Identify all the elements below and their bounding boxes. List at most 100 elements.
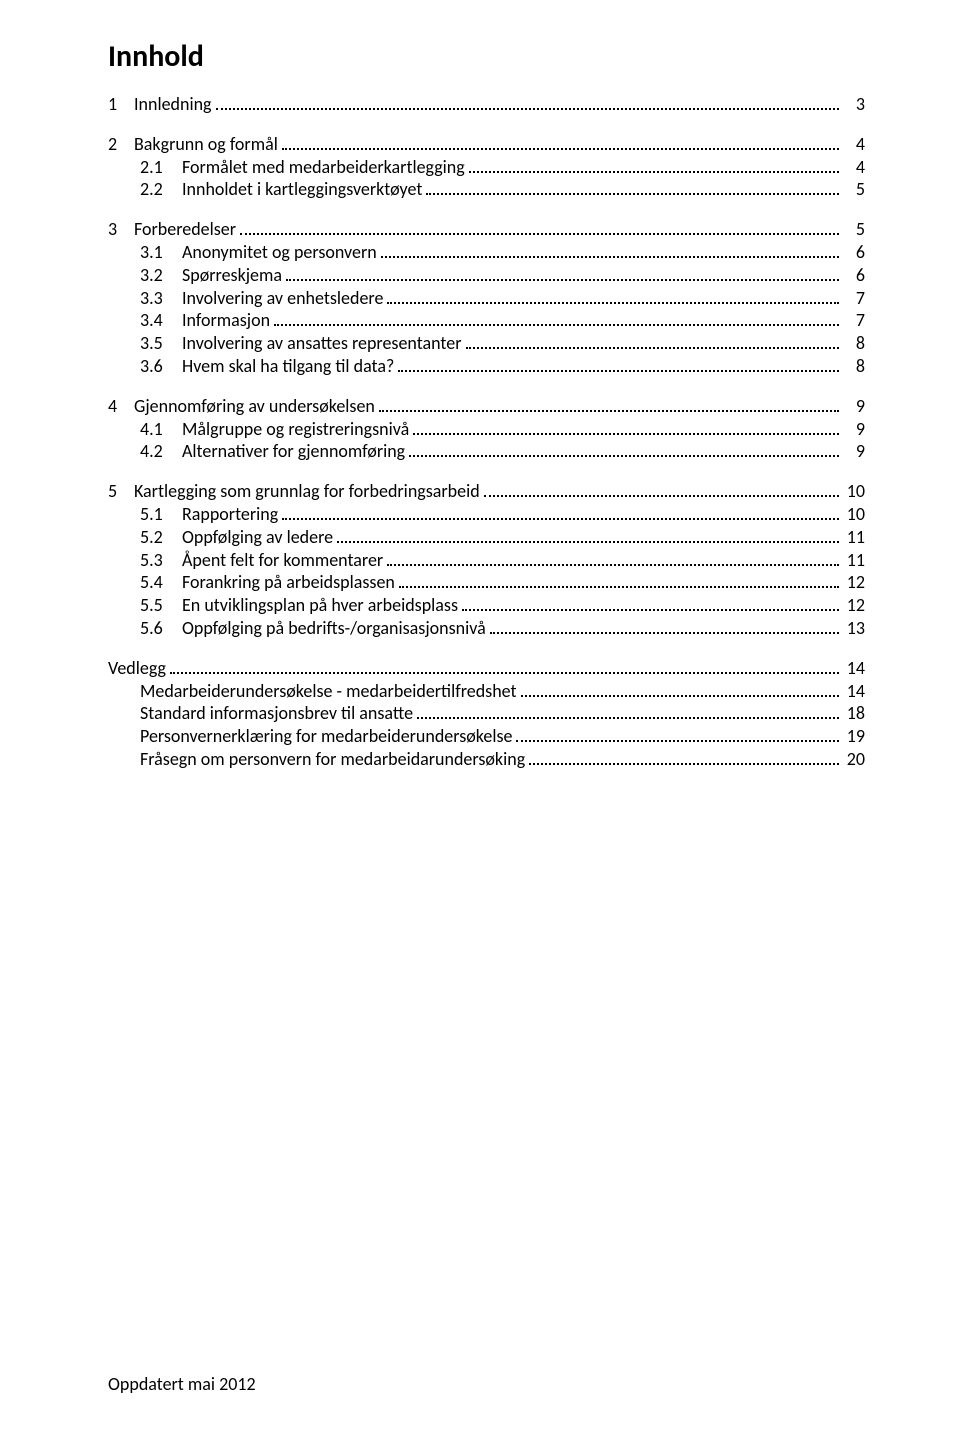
toc-entry: Standard informasjonsbrev til ansatte 18 — [140, 704, 865, 724]
toc-entry-label: Spørreskjema — [182, 266, 282, 286]
toc-entry: Personvernerklæring for medarbeiderunder… — [140, 727, 865, 747]
toc-entry-number: 5.1 — [140, 505, 182, 525]
toc-entry-label: Formålet med medarbeiderkartlegging — [182, 158, 465, 178]
toc-entry-number: 4.2 — [140, 442, 182, 462]
toc-entry-page: 10 — [843, 482, 865, 502]
toc-entry-number: 5.3 — [140, 551, 182, 571]
toc-entry-number: 4 — [108, 397, 134, 417]
toc-dots — [387, 564, 839, 566]
toc-entry-page: 6 — [843, 266, 865, 286]
toc-entry-label: Hvem skal ha tilgang til data? — [182, 357, 394, 377]
toc-container: 1Innledning 3 2Bakgrunn og formål 4 2.1Formå… — [108, 95, 865, 770]
toc-entry-label: Personvernerklæring for medarbeiderunder… — [140, 727, 512, 747]
toc-entry-page: 4 — [843, 135, 865, 155]
toc-entry: Vedlegg14 — [108, 659, 865, 679]
toc-entry-page: 6 — [843, 243, 865, 263]
toc-dots — [516, 740, 839, 742]
toc-entry-number: 5 — [108, 482, 134, 502]
toc-entry-label: Medarbeiderundersøkelse - medarbeidertil… — [140, 682, 517, 702]
toc-dots — [426, 193, 839, 195]
toc-entry-page: 13 — [843, 619, 865, 639]
toc-dots — [240, 233, 839, 235]
toc-entry: 5.1Rapportering10 — [140, 505, 865, 525]
toc-dots — [409, 455, 839, 457]
toc-dots — [170, 672, 839, 674]
toc-entry: 5.3Åpent felt for kommentarer 11 — [140, 551, 865, 571]
toc-entry-page: 14 — [843, 659, 865, 679]
toc-entry-page: 5 — [843, 220, 865, 240]
toc-entry-number: 1 — [108, 95, 134, 115]
toc-entry-label: Forankring på arbeidsplassen — [182, 573, 395, 593]
toc-entry-number: 3 — [108, 220, 134, 240]
toc-dots — [379, 410, 839, 412]
toc-entry-number: 5.2 — [140, 528, 182, 548]
toc-entry-label: Fråsegn om personvern for medarbeidarund… — [140, 750, 525, 770]
toc-dots — [381, 256, 839, 258]
toc-entry-page: 9 — [843, 442, 865, 462]
toc-dots — [529, 763, 839, 765]
toc-entry-label: Rapportering — [182, 505, 278, 525]
toc-entry-page: 18 — [843, 704, 865, 724]
toc-entry-page: 14 — [843, 682, 865, 702]
toc-dots — [398, 370, 839, 372]
toc-dots — [462, 609, 839, 611]
toc-entry-number: 3.6 — [140, 357, 182, 377]
toc-entry-number: 2 — [108, 135, 134, 155]
toc-entry-label: Forberedelser — [134, 220, 236, 240]
toc-entry-page: 8 — [843, 334, 865, 354]
toc-entry-label: Standard informasjonsbrev til ansatte — [140, 704, 413, 724]
toc-dots — [337, 541, 839, 543]
toc-entry: 3.4Informasjon7 — [140, 311, 865, 331]
toc-entry-number: 3.5 — [140, 334, 182, 354]
toc-dots — [282, 148, 839, 150]
toc-entry: 3.5Involvering av ansattes representante… — [140, 334, 865, 354]
toc-entry: 3.6Hvem skal ha tilgang til data? 8 — [140, 357, 865, 377]
toc-entry: 4Gjennomføring av undersøkelsen9 — [108, 397, 865, 417]
toc-entry: 3.3Involvering av enhetsledere 7 — [140, 289, 865, 309]
toc-entry-page: 12 — [843, 573, 865, 593]
toc-entry-page: 8 — [843, 357, 865, 377]
toc-entry-label: Bakgrunn og formål — [134, 135, 278, 155]
toc-entry-page: 12 — [843, 596, 865, 616]
toc-entry: 5.4Forankring på arbeidsplassen 12 — [140, 573, 865, 593]
toc-entry-page: 11 — [843, 528, 865, 548]
toc-entry-label: Innholdet i kartleggingsverktøyet — [182, 180, 422, 200]
toc-entry-label: Åpent felt for kommentarer — [182, 551, 383, 571]
toc-dots — [490, 632, 839, 634]
toc-entry-number: 4.1 — [140, 420, 182, 440]
toc-dots — [286, 279, 839, 281]
toc-group-gap — [108, 642, 865, 659]
toc-dots — [417, 717, 839, 719]
toc-dots — [399, 586, 839, 588]
toc-entry: 5Kartlegging som grunnlag for forbedring… — [108, 482, 865, 502]
toc-dots — [413, 433, 839, 435]
toc-entry: 5.5En utviklingsplan på hver arbeidsplas… — [140, 596, 865, 616]
toc-entry-page: 3 — [843, 95, 865, 115]
toc-entry: 4.1Målgruppe og registreringsnivå9 — [140, 420, 865, 440]
toc-entry-label: Involvering av ansattes representanter — [182, 334, 462, 354]
toc-entry-label: Involvering av enhetsledere — [182, 289, 383, 309]
toc-entry-label: Målgruppe og registreringsnivå — [182, 420, 409, 440]
toc-dots — [282, 518, 839, 520]
toc-entry-label: Oppfølging på bedrifts-/organisasjonsniv… — [182, 619, 486, 639]
toc-dots — [274, 324, 839, 326]
toc-entry-number: 2.1 — [140, 158, 182, 178]
toc-entry-label: Informasjon — [182, 311, 270, 331]
toc-dots — [484, 495, 839, 497]
toc-entry: 3.2Spørreskjema6 — [140, 266, 865, 286]
toc-entry-number: 3.3 — [140, 289, 182, 309]
toc-entry-page: 19 — [843, 727, 865, 747]
toc-dots — [387, 302, 839, 304]
toc-entry: Fråsegn om personvern for medarbeidarund… — [140, 750, 865, 770]
toc-entry-page: 11 — [843, 551, 865, 571]
toc-entry-label: En utviklingsplan på hver arbeidsplass — [182, 596, 458, 616]
toc-entry: 2.2Innholdet i kartleggingsverktøyet5 — [140, 180, 865, 200]
toc-entry-number: 5.4 — [140, 573, 182, 593]
toc-entry-label: Innledning — [134, 95, 212, 115]
toc-entry-number: 5.6 — [140, 619, 182, 639]
footer-text: Oppdatert mai 2012 — [108, 1373, 256, 1395]
toc-entry-page: 9 — [843, 397, 865, 417]
toc-entry-page: 7 — [843, 289, 865, 309]
toc-entry-number: 3.1 — [140, 243, 182, 263]
toc-entry: 3Forberedelser 5 — [108, 220, 865, 240]
